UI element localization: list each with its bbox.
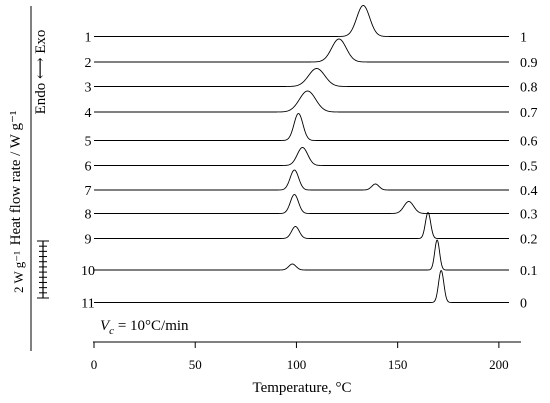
curve-number-label: 1 <box>85 31 92 46</box>
composition-label: 0.5 <box>520 160 538 175</box>
x-tick-label: 50 <box>189 357 202 372</box>
composition-label: 0.1 <box>520 264 538 279</box>
composition-label: 0.8 <box>520 81 538 96</box>
dsc-curve-7 <box>94 169 509 191</box>
x-tick-label: 0 <box>91 357 98 372</box>
curve-number-label: 2 <box>85 56 92 71</box>
dsc-curve-8 <box>94 194 509 214</box>
curve-number-label: 10 <box>81 264 95 279</box>
x-tick-label: 200 <box>489 357 509 372</box>
dsc-curve-5 <box>94 113 509 141</box>
dsc-curve-10 <box>94 239 509 271</box>
dsc-curve-9 <box>94 212 509 239</box>
dsc-curve-3 <box>94 68 509 87</box>
curve-number-label: 6 <box>85 160 92 175</box>
x-axis-title: Temperature, °C <box>252 380 351 396</box>
composition-label: 0.3 <box>520 208 538 223</box>
curve-number-label: 9 <box>85 233 92 248</box>
dsc-curve-4 <box>94 90 509 113</box>
dsc-curve-1 <box>94 5 509 37</box>
scale-bar-label: 2 W g⁻¹ <box>11 251 26 293</box>
x-ticks: 0 50 100 150 200 <box>91 342 509 372</box>
composition-label: 0.7 <box>520 106 538 121</box>
dsc-curve-11 <box>94 270 509 303</box>
series-group: 1 12 0.93 0.84 0.75 0.66 0.57 0.48 0.39 0.210 0.11… <box>81 5 538 312</box>
curve-number-label: 5 <box>85 135 92 150</box>
curve-number-label: 11 <box>81 297 94 312</box>
dsc-curve-2 <box>94 38 509 63</box>
composition-label: 0.4 <box>520 184 538 199</box>
curve-number-label: 3 <box>85 81 92 96</box>
composition-label: 0.9 <box>520 56 538 71</box>
y-axis-title: Heat flow rate / W g⁻¹ <box>8 111 24 246</box>
composition-label: 0.6 <box>520 135 538 150</box>
scale-bar <box>37 240 49 299</box>
x-tick-label: 150 <box>388 357 408 372</box>
curve-number-label: 8 <box>85 208 92 223</box>
curve-number-label: 7 <box>85 184 92 199</box>
composition-label: 1 <box>520 31 527 46</box>
composition-label: 0 <box>520 297 527 312</box>
rate-annotation: Vc = 10°C/min <box>100 318 189 337</box>
x-tick-label: 100 <box>287 357 307 372</box>
endo-exo-label: Endo ⟷ Exo <box>33 30 49 115</box>
curve-number-label: 4 <box>85 106 92 121</box>
composition-label: 0.2 <box>520 233 538 248</box>
dsc-curve-6 <box>94 147 509 166</box>
